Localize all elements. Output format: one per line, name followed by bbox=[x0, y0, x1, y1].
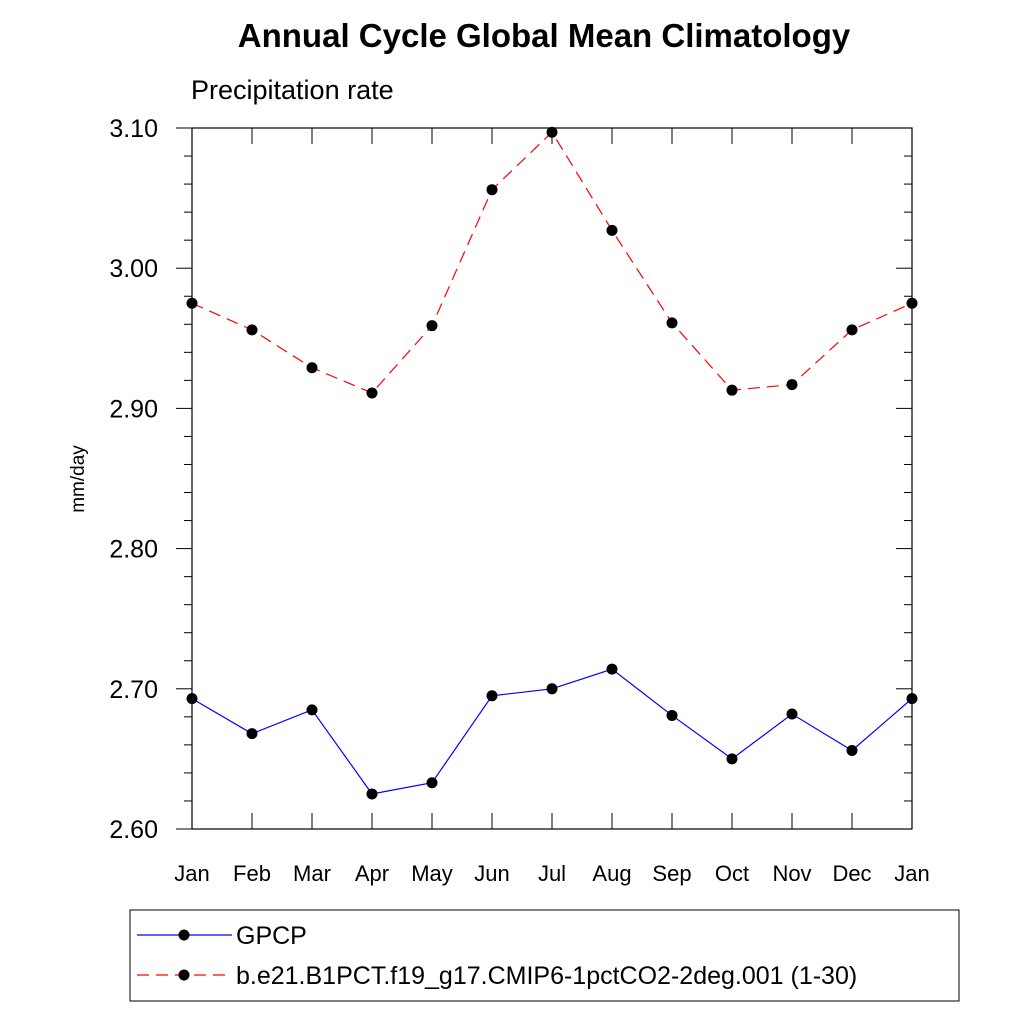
y-tick-label: 3.10 bbox=[109, 115, 158, 143]
y-tick-label: 2.70 bbox=[109, 676, 158, 704]
y-tick-label: 3.00 bbox=[109, 255, 158, 283]
data-point bbox=[366, 387, 378, 399]
data-point bbox=[726, 384, 738, 396]
x-tick-label: Sep bbox=[652, 861, 691, 886]
x-tick-label: Nov bbox=[772, 861, 811, 886]
legend: GPCP b.e21.B1PCT.f19_g17.CMIP6-1pctCO2-2… bbox=[129, 909, 960, 1002]
data-point bbox=[666, 709, 678, 721]
x-tick-label: Jun bbox=[474, 861, 509, 886]
x-tick-label: May bbox=[411, 861, 453, 886]
x-tick-label: Oct bbox=[715, 861, 749, 886]
data-point bbox=[186, 297, 198, 309]
x-tick-label: Dec bbox=[832, 861, 871, 886]
x-tick-label: Jan bbox=[174, 861, 209, 886]
legend-label-model: b.e21.B1PCT.f19_g17.CMIP6-1pctCO2-2deg.0… bbox=[236, 962, 857, 990]
x-tick-label: Mar bbox=[293, 861, 331, 886]
chart-title: Annual Cycle Global Mean Climatology bbox=[238, 17, 851, 54]
y-axis-label: mm/day bbox=[68, 445, 89, 513]
x-tick-label: Jan bbox=[894, 861, 929, 886]
legend-marker-model bbox=[178, 969, 190, 981]
data-point bbox=[606, 663, 618, 675]
data-point bbox=[786, 708, 798, 720]
data-point bbox=[846, 744, 858, 756]
x-tick-label: Jul bbox=[538, 861, 566, 886]
y-tick-label: 2.60 bbox=[109, 816, 158, 844]
x-tick-label: Apr bbox=[355, 861, 389, 886]
data-point bbox=[786, 379, 798, 391]
data-point bbox=[906, 693, 918, 705]
axis-ticks bbox=[176, 127, 913, 830]
data-point bbox=[426, 320, 438, 332]
data-point bbox=[606, 224, 618, 236]
data-point bbox=[246, 324, 258, 336]
data-point bbox=[546, 126, 558, 138]
data-point bbox=[306, 362, 318, 374]
data-point bbox=[666, 317, 678, 329]
data-point bbox=[306, 704, 318, 716]
x-tick-label: Feb bbox=[233, 861, 271, 886]
data-point bbox=[246, 728, 258, 740]
axis-labels: Jan Feb Mar Apr May Jun Jul Aug Sep Oct Nov Dec Jan 2… bbox=[109, 115, 929, 886]
chart-subtitle: Precipitation rate bbox=[191, 75, 394, 105]
plot-frame bbox=[191, 127, 913, 830]
y-tick-label: 2.90 bbox=[109, 395, 158, 423]
data-point bbox=[846, 324, 858, 336]
data-point bbox=[726, 753, 738, 765]
y-tick-label: 2.80 bbox=[109, 536, 158, 564]
legend-label-gpcp: GPCP bbox=[236, 922, 307, 950]
data-point bbox=[486, 690, 498, 702]
data-point bbox=[426, 777, 438, 789]
legend-box bbox=[129, 909, 960, 1002]
data-point bbox=[366, 788, 378, 800]
legend-marker-gpcp bbox=[178, 929, 190, 941]
series-line-1 bbox=[191, 131, 913, 394]
x-tick-label: Aug bbox=[592, 861, 631, 886]
data-point bbox=[546, 683, 558, 695]
data-point bbox=[186, 693, 198, 705]
series-lines bbox=[186, 126, 918, 800]
data-point bbox=[486, 184, 498, 196]
data-point bbox=[906, 297, 918, 309]
